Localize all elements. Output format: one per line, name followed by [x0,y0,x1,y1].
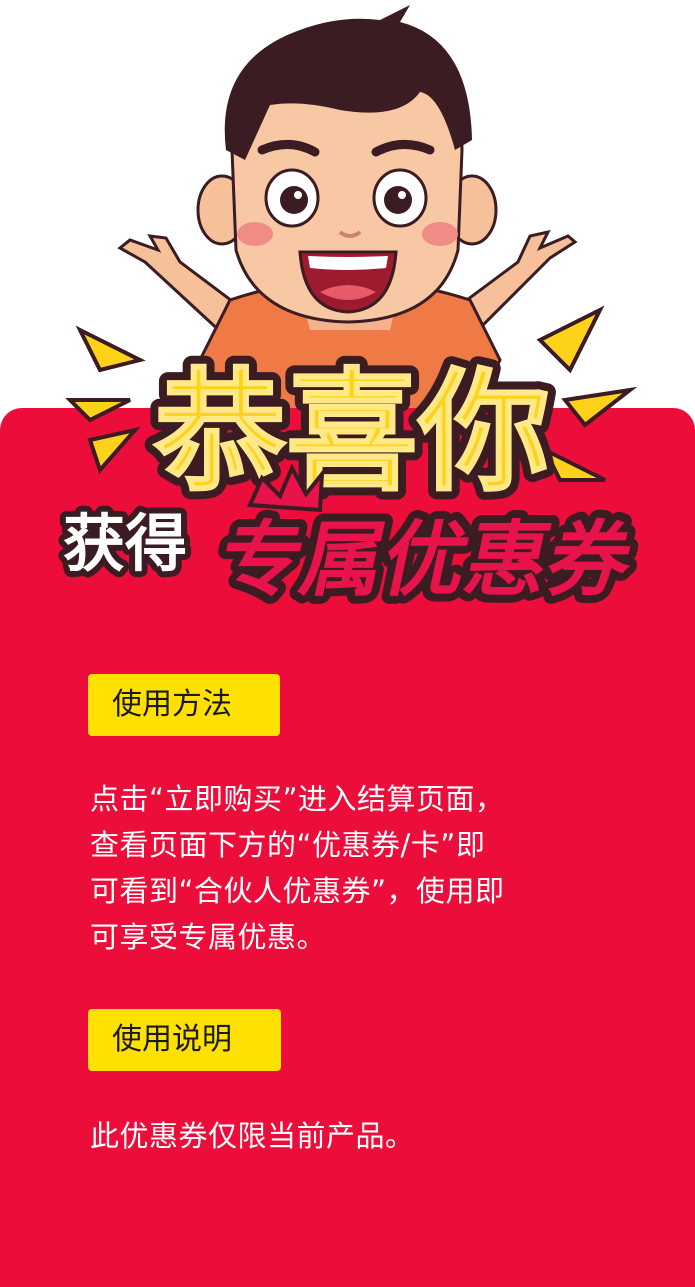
usage-description-label: 使用说明 [112,1022,232,1057]
sparkle-icon [87,426,141,474]
sparkle-icon [65,398,131,423]
usage-description-text: 此优惠券仅限当前产品。 [90,1119,415,1153]
title-main: 恭喜你 [153,356,550,510]
subtitle-main: 专属优惠券 [211,512,642,608]
usage-method-label: 使用方法 [112,687,232,722]
coupon-card [0,408,695,1287]
usage-method-text: 点击“立即购买”进入结算页面， 查看页面下方的“优惠券/卡”即 可看到“合伙人优… [90,782,505,954]
subtitle-prefix: 获得 [63,507,187,580]
usage-description-tag: 使用说明 [88,1009,281,1071]
crown-icon [247,463,325,513]
subtitle-prefix-outline: 获得 [63,507,187,580]
mascot-illustration [117,5,578,422]
sparkle-icon [536,305,605,374]
title-main-outline: 恭喜你 [153,356,550,510]
sparkle-icon [75,325,146,373]
usage-method-tag: 使用方法 [88,674,280,736]
subtitle-main-outline: 专属优惠券 [211,512,642,608]
sparkle-icon [561,386,638,428]
congrats-title-graphic: 恭喜你 恭喜你 获得 获得 专属优惠券 专属优惠券 [57,305,650,616]
sparkle-icon [540,445,606,482]
